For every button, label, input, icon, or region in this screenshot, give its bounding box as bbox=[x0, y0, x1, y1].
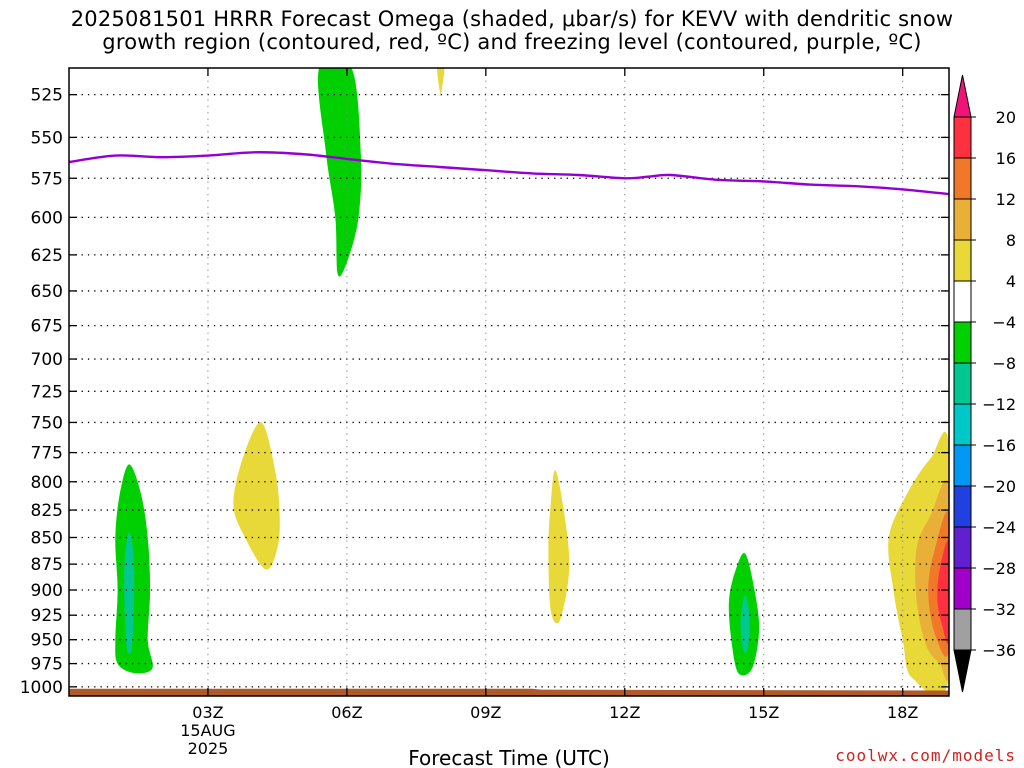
x-tick-date-label: 15AUG bbox=[180, 721, 235, 740]
colorbar-segment bbox=[953, 403, 972, 446]
omega-region bbox=[937, 540, 949, 645]
y-tick-label: 600 bbox=[31, 208, 63, 228]
x-tick-label: 03Z bbox=[192, 703, 223, 722]
plot-area bbox=[69, 68, 949, 696]
colorbar-segment bbox=[953, 444, 972, 487]
site-credit: coolwx.com/models bbox=[835, 746, 1016, 765]
chart-title: 2025081501 HRRR Forecast Omega (shaded, … bbox=[0, 8, 1024, 54]
y-tick-label: 550 bbox=[31, 128, 63, 148]
colorbar-label: −4 bbox=[992, 313, 1016, 332]
y-tick-label: 975 bbox=[31, 655, 63, 675]
colorbar-label: 4 bbox=[1006, 272, 1016, 291]
colorbar-label: −12 bbox=[982, 395, 1016, 414]
colorbar-label: −24 bbox=[982, 518, 1016, 537]
y-tick-label: 800 bbox=[31, 473, 63, 493]
y-tick-label: 775 bbox=[31, 444, 63, 464]
y-tick-label: 825 bbox=[31, 501, 63, 521]
colorbar-label: 12 bbox=[996, 190, 1016, 209]
y-tick-label: 925 bbox=[31, 606, 63, 626]
colorbar-segment bbox=[953, 321, 972, 364]
y-tick-label: 625 bbox=[31, 246, 63, 266]
x-tick-label: 12Z bbox=[609, 703, 640, 722]
y-tick-label: 525 bbox=[31, 86, 63, 106]
y-tick-label: 850 bbox=[31, 528, 63, 548]
y-tick-label: 650 bbox=[31, 282, 63, 302]
colorbar-top-arrow bbox=[953, 74, 972, 118]
x-tick-label: 18Z bbox=[887, 703, 918, 722]
x-axis-label: Forecast Time (UTC) bbox=[408, 746, 610, 768]
y-tick-label: 1000 bbox=[20, 678, 63, 698]
colorbar-label: −36 bbox=[982, 641, 1016, 660]
y-tick-label: 675 bbox=[31, 317, 63, 337]
colorbar-segment bbox=[953, 116, 972, 159]
colorbar-label: 8 bbox=[1006, 231, 1016, 250]
omega-region bbox=[124, 532, 135, 655]
colorbar-label: −20 bbox=[982, 477, 1016, 496]
colorbar-segment bbox=[953, 608, 972, 651]
omega-region bbox=[437, 68, 445, 96]
colorbar-segment bbox=[953, 239, 972, 282]
colorbar-bottom-arrow bbox=[953, 649, 972, 693]
colorbar-segment bbox=[953, 362, 972, 405]
title-line-1: 2025081501 HRRR Forecast Omega (shaded, … bbox=[70, 7, 954, 31]
colorbar-segment bbox=[953, 485, 972, 528]
colorbar-label: 20 bbox=[996, 108, 1016, 127]
freezing-level-line bbox=[69, 151, 949, 196]
y-tick-label: 700 bbox=[31, 350, 63, 370]
colorbar-segment bbox=[953, 567, 972, 610]
colorbar-label: −28 bbox=[982, 559, 1016, 578]
y-tick-label: 725 bbox=[31, 382, 63, 402]
colorbar-label: −32 bbox=[982, 600, 1016, 619]
colorbar: 20 16 12 8 4 −4 −8 −12 −16 −20 −24 −28 −32 −36 bbox=[953, 74, 1016, 693]
y-tick-label: 750 bbox=[31, 413, 63, 433]
ground-surface bbox=[69, 688, 949, 696]
colorbar-segment bbox=[953, 157, 972, 200]
colorbar-label: −8 bbox=[992, 354, 1016, 373]
x-tick-label: 09Z bbox=[470, 703, 501, 722]
colorbar-label: 16 bbox=[996, 149, 1016, 168]
x-tick-label: 15Z bbox=[748, 703, 779, 722]
colorbar-label: −16 bbox=[982, 436, 1016, 455]
y-tick-label: 575 bbox=[31, 169, 63, 189]
omega-region bbox=[317, 68, 362, 277]
y-tick-label: 875 bbox=[31, 555, 63, 575]
x-tick-label: 06Z bbox=[331, 703, 362, 722]
omega-region bbox=[740, 595, 750, 653]
x-tick-date-label: 2025 bbox=[188, 739, 229, 758]
y-tick-label: 950 bbox=[31, 631, 63, 651]
colorbar-segment bbox=[953, 526, 972, 569]
colorbar-segment bbox=[953, 198, 972, 241]
omega-region bbox=[548, 470, 570, 624]
colorbar-segment bbox=[953, 280, 972, 323]
y-tick-label: 900 bbox=[31, 581, 63, 601]
title-line-2: growth region (contoured, red, ºC) and f… bbox=[102, 30, 922, 54]
omega-region bbox=[233, 422, 280, 570]
plot-frame bbox=[68, 67, 950, 697]
